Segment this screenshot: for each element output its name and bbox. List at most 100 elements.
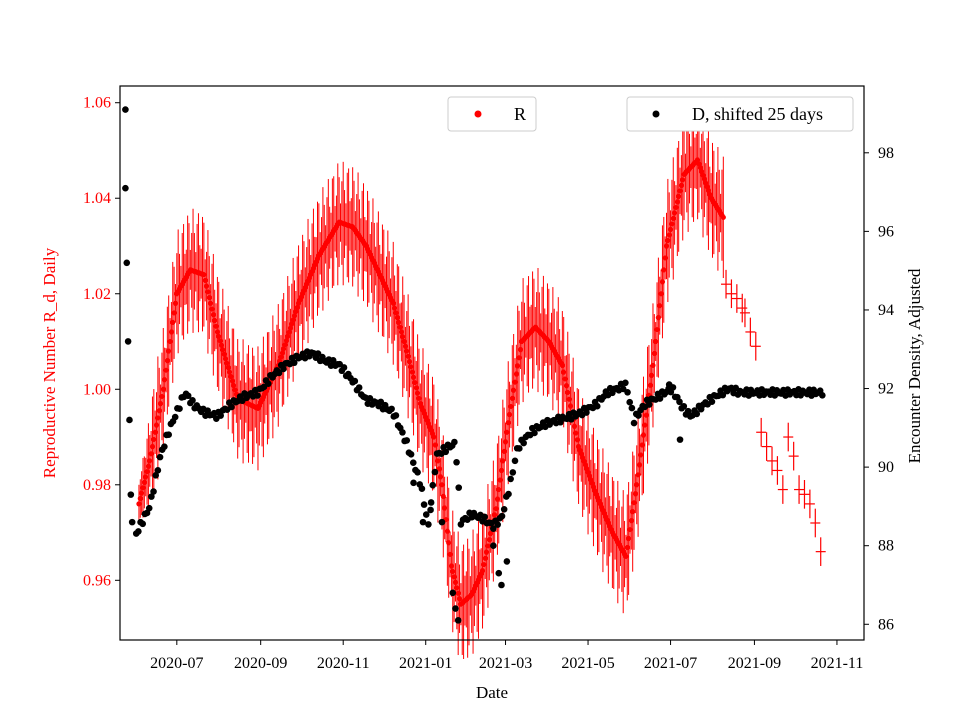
d-point: [449, 589, 457, 597]
d-point: [148, 493, 155, 500]
d-point: [418, 485, 426, 493]
d-point: [161, 443, 168, 450]
d-point: [264, 380, 272, 387]
d-point: [503, 558, 511, 565]
d-point: [719, 391, 727, 399]
d-point: [509, 469, 517, 476]
d-point: [438, 518, 446, 526]
legend-r: R: [447, 96, 537, 132]
legend-r-box: [447, 96, 537, 132]
d-point: [455, 484, 463, 491]
d-point: [128, 518, 136, 526]
d-point: [123, 259, 131, 267]
d-point: [676, 436, 684, 443]
d-point: [593, 402, 601, 410]
d-point: [409, 459, 417, 466]
d-point: [410, 479, 417, 487]
d-point: [453, 458, 460, 466]
left-tick-label: 1.04: [83, 190, 111, 207]
d-point: [500, 506, 508, 513]
d-point: [154, 467, 162, 474]
right-tick-label: 98: [878, 145, 894, 162]
r-series: [136, 100, 826, 659]
d-point: [122, 184, 129, 192]
d-point: [139, 520, 147, 528]
d-point: [414, 469, 421, 476]
d-point: [419, 518, 427, 526]
d-point: [498, 512, 506, 520]
x-tick-label: 2021-11: [811, 655, 864, 672]
d-point: [340, 364, 348, 371]
d-point: [635, 412, 642, 419]
d-point: [403, 437, 411, 444]
d-point: [511, 457, 519, 465]
legend-d-box: [626, 96, 854, 132]
left-tick-label: 1.02: [83, 286, 111, 303]
x-tick-label: 2021-03: [479, 655, 532, 672]
d-point: [355, 384, 363, 391]
d-point: [630, 419, 638, 427]
d-point: [656, 395, 664, 402]
d-point: [498, 581, 505, 589]
d-point: [454, 617, 462, 624]
d-point: [388, 405, 395, 413]
d-series: [122, 106, 826, 624]
d-point: [254, 392, 261, 399]
d-point: [422, 511, 430, 518]
d-point: [425, 521, 432, 528]
right-axis-label: Encounter Density, Adjusted: [905, 268, 924, 463]
d-point: [645, 401, 653, 408]
d-point: [684, 407, 692, 415]
plot-frame: [119, 85, 865, 641]
d-point: [184, 392, 192, 400]
left-tick-label: 1.00: [83, 381, 111, 398]
d-point: [622, 379, 629, 387]
d-point: [495, 569, 503, 577]
d-point: [280, 365, 287, 373]
legend-r-label: R: [514, 104, 526, 124]
d-point: [427, 499, 435, 506]
x-tick-label: 2021-05: [561, 655, 614, 672]
r-point: [720, 214, 726, 220]
d-point: [708, 398, 716, 405]
legend-r-marker: [474, 110, 482, 118]
right-axis-ticks: 86 88 90 92 94 96 98: [864, 145, 894, 633]
d-point: [124, 338, 132, 345]
d-point: [583, 409, 590, 416]
d-point: [490, 525, 497, 532]
d-point: [290, 359, 298, 367]
x-axis-label: Date: [476, 683, 508, 702]
d-point: [452, 605, 459, 612]
d-point: [420, 501, 428, 508]
d-point: [431, 468, 439, 476]
d-point: [127, 491, 135, 498]
x-tick-label: 2021-01: [399, 655, 452, 672]
right-tick-label: 94: [878, 302, 894, 319]
d-point: [490, 542, 497, 550]
right-tick-label: 96: [878, 223, 894, 240]
x-tick-label: 2021-09: [728, 655, 781, 672]
d-point: [189, 397, 196, 404]
right-tick-label: 86: [878, 616, 894, 633]
legend-d-label: D, shifted 25 days: [692, 104, 823, 124]
d-point: [228, 403, 235, 411]
d-point: [351, 377, 359, 385]
d-point: [275, 369, 283, 377]
d-point: [126, 416, 133, 424]
d-point: [145, 504, 153, 512]
d-point: [156, 453, 164, 461]
d-point: [165, 431, 172, 439]
left-tick-label: 0.96: [83, 572, 111, 589]
d-point: [531, 429, 538, 437]
right-tick-label: 90: [878, 459, 894, 476]
d-point: [819, 392, 826, 399]
d-point: [628, 404, 636, 412]
d-point: [150, 488, 157, 495]
legend-d-marker: [652, 110, 660, 118]
d-point: [442, 448, 450, 456]
d-point: [481, 513, 488, 521]
d-point: [693, 410, 701, 418]
d-point: [494, 521, 501, 528]
left-tick-label: 1.06: [83, 95, 111, 112]
x-tick-label: 2020-09: [234, 655, 287, 672]
